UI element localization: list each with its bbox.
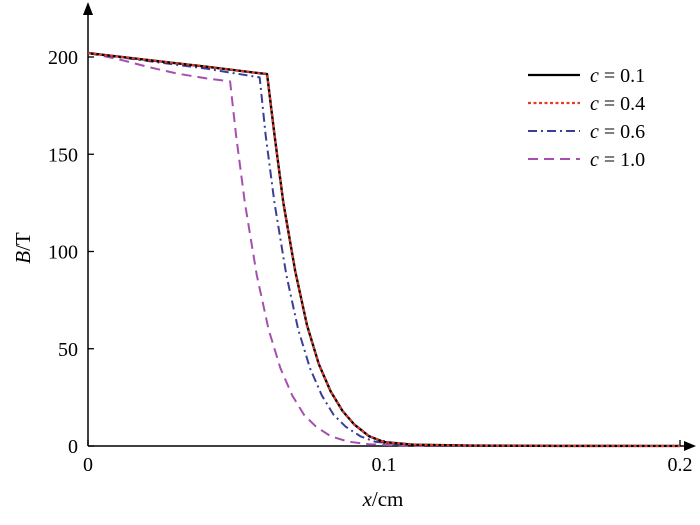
x-axis-label-unit: /cm (372, 487, 404, 511)
y-axis-label: B/T (11, 232, 35, 264)
legend-label: c = 0.4 (590, 93, 645, 115)
x-axis-label-var: x (362, 487, 373, 511)
y-tick-label: 0 (68, 436, 78, 458)
y-tick-label: 100 (48, 242, 78, 264)
y-tick-label: 150 (48, 144, 78, 166)
legend-value: = 1.0 (604, 149, 645, 171)
legend-var: c (590, 149, 599, 171)
series-layer (87, 51, 681, 448)
x-tick-label: 0.2 (668, 454, 693, 476)
legend-var: c (590, 65, 599, 87)
y-axis-label-unit: /T (11, 232, 35, 251)
legend-label: c = 0.1 (590, 65, 645, 87)
legend-value: = 0.6 (604, 121, 645, 143)
legend-item: c = 0.1 (528, 65, 645, 87)
x-axis-label: x/cm (362, 487, 404, 511)
x-tick-label: 0.1 (372, 454, 397, 476)
legend: c = 0.1 c = 0.4 c = 0.6 c = 1.0 (528, 65, 645, 171)
legend-label: c = 0.6 (590, 121, 645, 143)
x-axis-arrow (684, 441, 696, 451)
legend-var: c (590, 121, 599, 143)
y-axis-label-var: B (11, 251, 35, 264)
y-tick-label: 200 (48, 47, 78, 69)
series-line-c-0.4 (87, 52, 681, 447)
x-tick-label: 0 (83, 454, 93, 476)
legend-value: = 0.4 (604, 93, 645, 115)
legend-label: c = 1.0 (590, 149, 645, 171)
legend-item: c = 1.0 (528, 149, 645, 171)
legend-item: c = 0.4 (528, 93, 645, 115)
axis-ticks: 0 0.1 0.2 0 50 100 150 200 (48, 47, 693, 476)
legend-item: c = 0.6 (528, 121, 645, 143)
legend-value: = 0.1 (604, 65, 645, 87)
legend-var: c (590, 93, 599, 115)
y-tick-label: 50 (58, 339, 78, 361)
series-line-c-1.0 (87, 52, 681, 447)
y-axis-arrow (83, 2, 93, 15)
